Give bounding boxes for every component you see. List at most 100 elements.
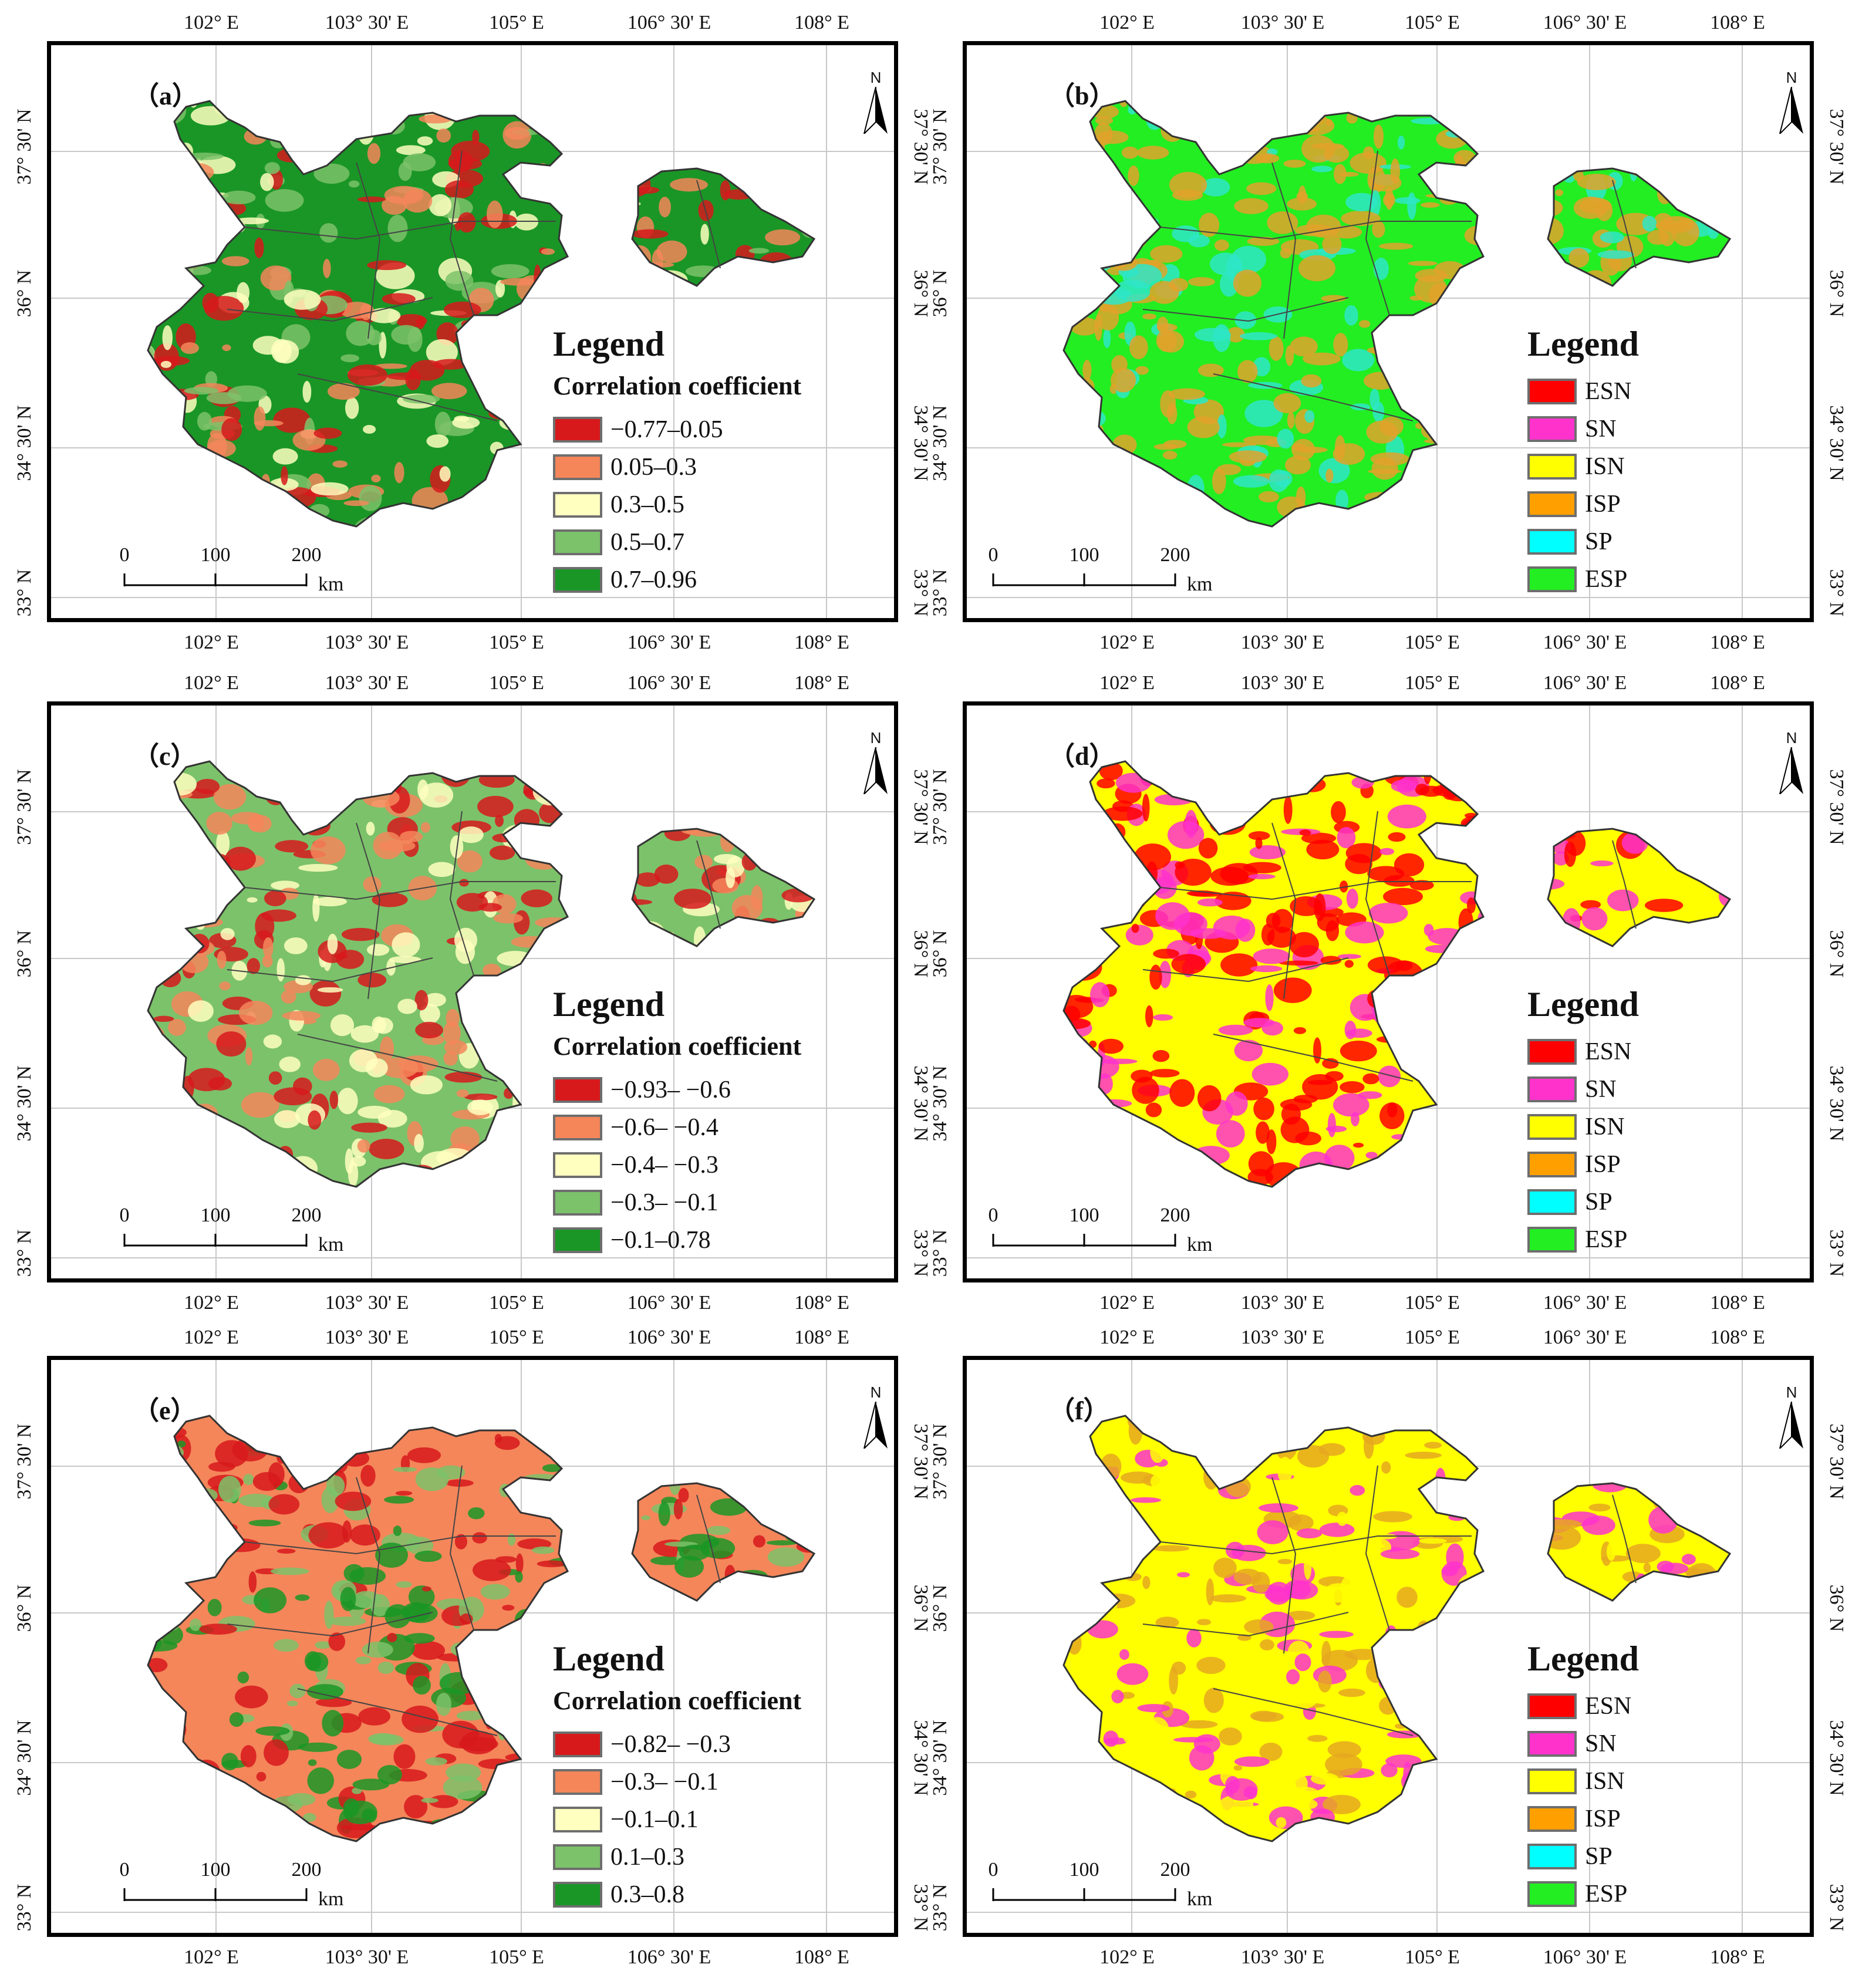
lat-tick-label: 33° N (14, 1229, 35, 1277)
scale-bar-value: 200 (291, 1859, 322, 1881)
graticule-meridian (826, 45, 827, 618)
lat-tick-label: 36° N (929, 1584, 951, 1632)
lat-tick-label: 34° 30' N (1826, 405, 1847, 481)
legend-label: 0.1–0.3 (610, 1844, 684, 1871)
lon-tick-label: 103° 30' E (1240, 1292, 1325, 1314)
graticule-meridian (673, 706, 674, 1278)
graticule-meridian (826, 1360, 827, 1933)
county-boundary (1142, 1612, 1349, 1637)
scale-bar-unit: km (1187, 573, 1213, 595)
scale-bar-unit: km (318, 1234, 344, 1255)
graticule-meridian (673, 45, 674, 618)
legend-swatch (553, 1190, 602, 1216)
legend-swatch (553, 1807, 602, 1832)
legend-item: SP (1527, 527, 1613, 556)
scale-bar: 0 100 200 km (120, 1204, 356, 1257)
north-arrow-glyph (1779, 747, 1803, 796)
legend-item: −0.4– −0.3 (553, 1150, 718, 1180)
legend-item: −0.93– −0.6 (553, 1075, 731, 1105)
graticule-meridian (1436, 706, 1438, 1278)
scale-bar: 0 100 200 km (989, 1204, 1225, 1257)
lon-tick-label: 102° E (1099, 1327, 1155, 1348)
scale-bar-value: 200 (1160, 544, 1190, 566)
lon-tick-label: 108° E (1710, 632, 1765, 653)
scale-bar-unit: km (318, 573, 344, 595)
lon-tick-label: 106° 30' E (627, 1946, 711, 1968)
lon-tick-label: 106° 30' E (627, 672, 711, 694)
county-boundary (696, 840, 721, 929)
graticule-parallel (51, 1912, 894, 1913)
lat-tick-label: 37° 30' N (14, 109, 35, 185)
lon-tick-label: 106° 30' E (1543, 1292, 1627, 1314)
legend-label: ESP (1585, 1226, 1628, 1253)
graticule-parallel (51, 1257, 894, 1258)
scale-bar-value: 100 (200, 1204, 231, 1226)
legend-title: Legend (553, 325, 665, 363)
legend-swatch (553, 1732, 602, 1757)
lon-tick-label: 108° E (794, 1292, 849, 1314)
legend-swatch (1527, 1844, 1577, 1869)
enclave-boundary (631, 1482, 816, 1602)
map-panel-e: 102° E 102° E 103° 30' E 103° 30' E 105° E 10… (0, 1315, 932, 1975)
north-arrow-icon: N (858, 1383, 893, 1451)
lat-tick-label: 37° 30' N (14, 1423, 35, 1500)
panel-label: （d） (1049, 742, 1115, 771)
lat-tick-label: 37° 30' N (1826, 1423, 1847, 1500)
lon-tick-label: 105° E (1405, 1946, 1460, 1968)
north-arrow-glyph (863, 86, 888, 136)
lon-tick-label: 102° E (184, 1946, 239, 1968)
lon-tick-label: 108° E (794, 672, 849, 694)
lat-tick-label: 37° 30' N (1826, 109, 1847, 185)
legend-item: −0.3– −0.1 (553, 1188, 718, 1217)
legend-item: 0.05–0.3 (553, 453, 697, 482)
map-frame: （b） N Legend ESN SN ISN ISP SP ESP 0 100 200 km (963, 41, 1814, 622)
lon-tick-label: 105° E (1405, 12, 1460, 33)
lon-tick-label: 102° E (1099, 12, 1155, 33)
graticule-parallel (967, 1257, 1810, 1258)
scale-bar: 0 100 200 km (989, 544, 1225, 597)
legend-label: −0.1–0.78 (610, 1227, 711, 1254)
north-arrow-icon: N (1774, 1383, 1809, 1451)
legend-label: ISN (1585, 453, 1625, 480)
county-boundary (1612, 1494, 1637, 1584)
north-arrow-label: N (1786, 729, 1797, 747)
lon-tick-label: 106° 30' E (1543, 12, 1627, 33)
enclave-boundary (1547, 167, 1732, 287)
lat-tick-label: 34° 30' N (1826, 1720, 1847, 1796)
legend-swatch (553, 1227, 602, 1253)
scale-bar-value: 0 (119, 1859, 130, 1881)
county-boundary (1271, 162, 1297, 339)
legend-label: ISN (1585, 1113, 1625, 1140)
map-frame: （e） N Legend Correlation coefficient −0.82– … (47, 1356, 898, 1937)
legend-item: ISN (1527, 452, 1625, 481)
north-arrow-glyph (1779, 86, 1803, 136)
scale-bar-value: 0 (988, 1859, 998, 1881)
panel-label: （a） (133, 82, 198, 110)
lat-tick-label: 34° 30' N (929, 1065, 951, 1142)
north-arrow-icon: N (858, 69, 893, 136)
county-boundary (227, 297, 433, 322)
county-boundary (1213, 1688, 1414, 1736)
study-area-map (1062, 760, 1732, 1188)
graticule-parallel (51, 597, 894, 598)
county-boundary (1365, 1465, 1390, 1631)
county-boundary (696, 180, 721, 269)
lat-tick-label: 36° N (1826, 1584, 1847, 1632)
legend-swatch (553, 1152, 602, 1178)
enclave-boundary (631, 167, 816, 287)
lon-tick-label: 103° 30' E (1240, 12, 1325, 33)
north-arrow-glyph (1779, 1401, 1803, 1451)
legend-label: ISP (1585, 491, 1621, 518)
legend-swatch (553, 1115, 602, 1140)
legend-label: ESP (1585, 1881, 1628, 1908)
scale-bar-line (992, 1888, 1176, 1901)
legend-label: −0.1–0.1 (610, 1806, 699, 1833)
lon-tick-label: 108° E (794, 632, 849, 653)
legend-item: ESN (1527, 377, 1631, 406)
legend-swatch (1527, 1881, 1577, 1907)
legend-swatch (1527, 1731, 1577, 1757)
legend-item: ESP (1527, 565, 1627, 594)
legend-label: SP (1585, 528, 1613, 555)
lon-tick-label: 105° E (1405, 672, 1460, 694)
county-boundary (1271, 1477, 1297, 1654)
